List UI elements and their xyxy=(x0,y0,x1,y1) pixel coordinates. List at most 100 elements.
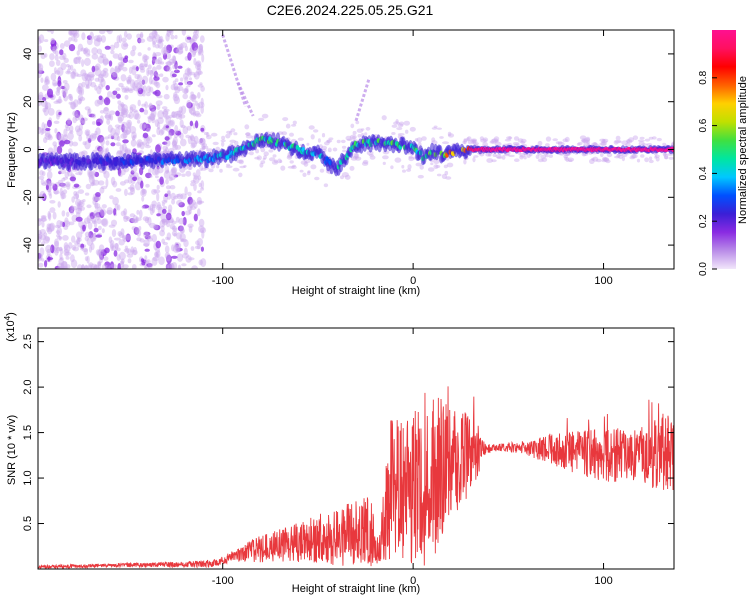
x-tick-label: 100 xyxy=(594,575,612,587)
noise-speckle xyxy=(206,132,210,137)
noise-speckle xyxy=(626,139,633,144)
noise-speckle xyxy=(93,219,98,229)
noise-speckle xyxy=(487,152,492,157)
noise-speckle xyxy=(506,136,513,140)
noise-speckle xyxy=(148,113,156,121)
noise-speckle xyxy=(95,234,102,238)
noise-speckle xyxy=(68,94,72,98)
noise-speckle xyxy=(38,38,42,45)
noise-speckle xyxy=(107,91,113,98)
noise-speckle xyxy=(105,85,110,91)
noise-speckle xyxy=(63,220,71,228)
noise-speckle xyxy=(104,148,108,155)
noise-speckle xyxy=(280,165,286,171)
noise-speckle xyxy=(81,264,85,269)
noise-speckle xyxy=(154,59,161,65)
noise-speckle xyxy=(494,139,499,143)
noise-speckle xyxy=(308,125,315,130)
noise-speckle xyxy=(100,144,105,153)
noise-speckle xyxy=(127,248,132,255)
noise-speckle xyxy=(92,232,97,240)
noise-speckle xyxy=(40,215,47,219)
noise-speckle xyxy=(67,65,72,70)
noise-speckle xyxy=(96,218,102,225)
noise-speckle xyxy=(132,215,138,224)
noise-speckle xyxy=(362,159,369,165)
noise-speckle xyxy=(286,155,293,160)
noise-speckle xyxy=(144,145,151,149)
noise-speckle xyxy=(168,128,175,136)
noise-speckle xyxy=(128,74,132,82)
noise-speckle xyxy=(98,244,105,252)
noise-speckle xyxy=(431,127,438,130)
noise-speckle xyxy=(93,227,99,233)
noise-speckle xyxy=(120,106,126,116)
noise-speckle xyxy=(179,114,186,119)
noise-speckle xyxy=(176,46,184,55)
noise-speckle xyxy=(121,85,125,90)
noise-speckle xyxy=(171,220,177,225)
noise-speckle xyxy=(149,104,157,112)
noise-speckle xyxy=(166,66,172,72)
noise-speckle xyxy=(41,258,45,262)
noise-speckle xyxy=(140,180,144,189)
noise-speckle xyxy=(180,193,187,200)
noise-speckle xyxy=(194,30,198,34)
y-tick-label: 1.5 xyxy=(22,425,34,440)
noise-speckle xyxy=(117,116,123,124)
noise-speckle xyxy=(105,140,110,146)
noise-speckle xyxy=(199,138,203,144)
noise-speckle xyxy=(188,209,192,215)
noise-speckle xyxy=(138,80,144,86)
noise-speckle xyxy=(445,176,452,180)
noise-speckle xyxy=(78,203,83,210)
noise-speckle xyxy=(121,41,129,50)
noise-speckle xyxy=(127,121,131,130)
noise-speckle xyxy=(583,137,591,143)
noise-speckle xyxy=(126,253,134,258)
noise-speckle xyxy=(151,257,158,266)
noise-speckle xyxy=(72,246,80,252)
noise-speckle xyxy=(346,138,353,141)
noise-speckle xyxy=(91,47,98,55)
noise-speckle xyxy=(126,119,133,128)
noise-speckle xyxy=(38,252,42,259)
noise-speckle xyxy=(101,228,105,234)
noise-speckle xyxy=(655,154,660,158)
noise-speckle xyxy=(74,125,81,133)
noise-speckle xyxy=(73,32,80,39)
noise-speckle xyxy=(354,153,359,159)
noise-speckle xyxy=(306,171,311,176)
noise-speckle xyxy=(195,240,200,245)
noise-speckle xyxy=(134,113,141,121)
noise-speckle xyxy=(136,143,142,149)
noise-speckle xyxy=(144,248,150,252)
noise-speckle xyxy=(94,201,99,210)
noise-speckle xyxy=(336,139,341,144)
noise-speckle xyxy=(143,59,148,68)
colorbar: 0.0 0.2 0.4 0.6 0.8 Normalized spectral ampl… xyxy=(698,30,749,276)
noise-speckle xyxy=(157,57,163,65)
noise-speckle xyxy=(192,175,200,184)
noise-speckle xyxy=(130,49,136,57)
noise-speckle xyxy=(159,176,164,185)
noise-speckle xyxy=(113,41,120,49)
noise-speckle xyxy=(431,137,436,143)
noise-speckle xyxy=(191,93,197,103)
noise-speckle xyxy=(654,155,658,159)
noise-speckle xyxy=(463,138,468,143)
noise-speckle xyxy=(61,210,66,217)
noise-speckle xyxy=(173,174,179,178)
noise-speckle xyxy=(243,164,247,168)
noise-speckle xyxy=(186,36,192,40)
noise-speckle xyxy=(50,30,54,35)
noise-speckle xyxy=(141,205,145,209)
noise-speckle xyxy=(128,66,133,74)
noise-speckle xyxy=(188,71,196,76)
noise-speckle xyxy=(63,82,70,91)
noise-speckle xyxy=(255,149,259,154)
noise-speckle xyxy=(91,65,96,73)
noise-speckle xyxy=(65,256,70,260)
noise-speckle xyxy=(153,34,160,40)
noise-speckle xyxy=(143,243,150,247)
